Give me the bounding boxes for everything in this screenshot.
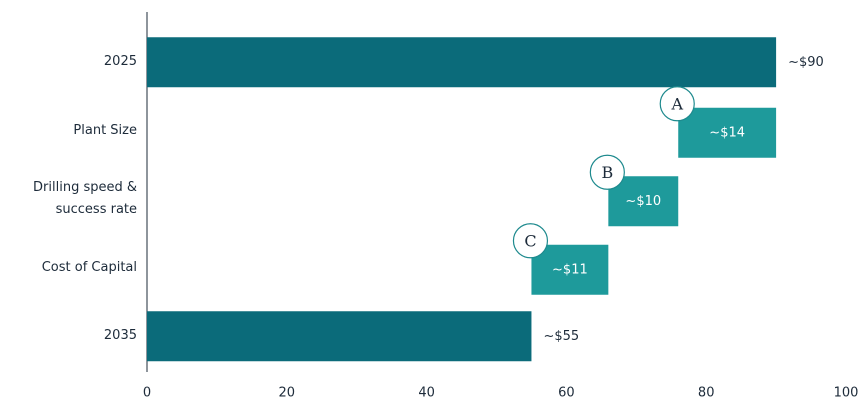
x-tick-label: 100 [834, 386, 859, 401]
x-tick-label: 80 [698, 386, 715, 401]
x-tick-label: 0 [143, 386, 151, 401]
value-label: ~$10 [625, 194, 661, 209]
value-label: ~$11 [552, 262, 588, 277]
annotation-badge [589, 154, 625, 190]
bar [608, 176, 679, 227]
category-label: 2025 [103, 54, 137, 70]
category-label: Cost of Capital [41, 259, 137, 275]
category-label: 2035 [103, 328, 137, 344]
x-tick-label: 60 [558, 386, 575, 401]
bar [147, 37, 777, 88]
annotation-badge [512, 223, 549, 259]
annotation-label: B [601, 163, 613, 182]
annotation-label: A [670, 94, 683, 113]
value-label: ~$55 [543, 329, 579, 344]
annotation-badge [659, 86, 695, 122]
value-label: ~$90 [788, 55, 824, 70]
category-label: Drilling speed & success rate [33, 180, 137, 218]
x-tick-label: 40 [418, 386, 435, 401]
bar [678, 107, 777, 158]
x-tick-label: 20 [279, 386, 296, 401]
category-label: Plant Size [73, 122, 137, 138]
bar [147, 311, 532, 362]
annotation-label: C [524, 231, 536, 250]
bar [531, 244, 609, 295]
value-label: ~$14 [709, 125, 745, 140]
